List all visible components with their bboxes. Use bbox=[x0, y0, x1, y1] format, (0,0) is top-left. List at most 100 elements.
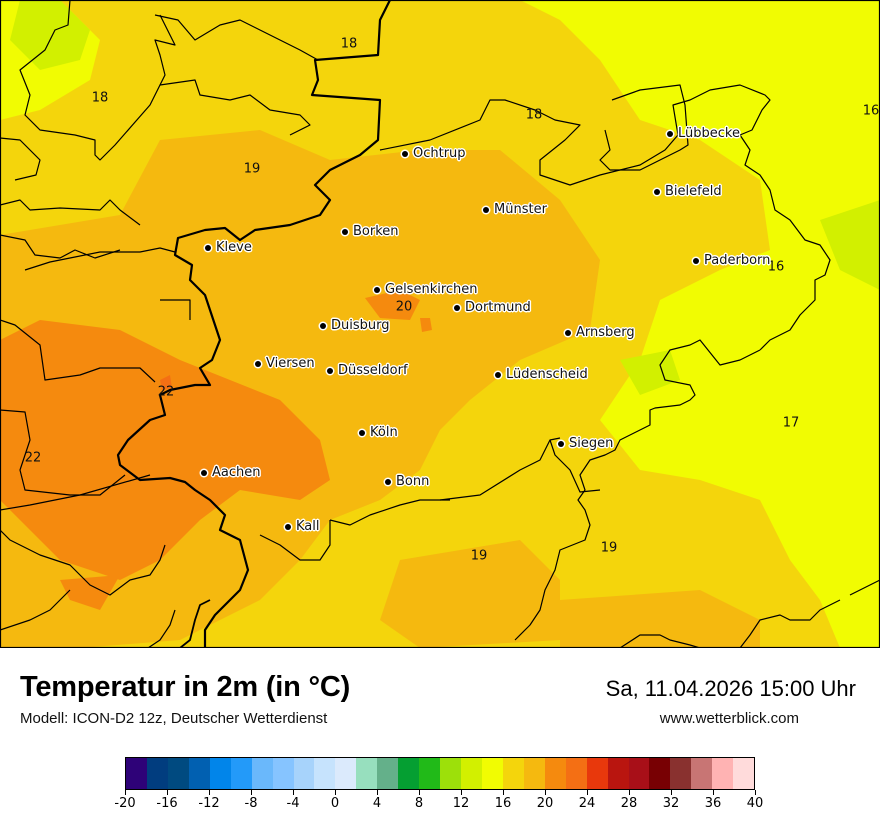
contour-label: 16 bbox=[767, 259, 785, 275]
colorbar-segment bbox=[272, 758, 294, 789]
city-marker-borken: Borken bbox=[342, 224, 399, 239]
contour-label: 22 bbox=[157, 384, 175, 400]
city-label: Siegen bbox=[569, 436, 614, 451]
website-link[interactable]: www.wetterblick.com bbox=[659, 710, 799, 727]
city-dot-icon bbox=[327, 367, 333, 374]
contour-label: 19 bbox=[600, 540, 618, 556]
city-label: Ochtrup bbox=[413, 146, 466, 161]
map-footer: Temperatur in 2m (in °C) Modell: ICON-D2… bbox=[0, 648, 880, 830]
city-label: Arnsberg bbox=[576, 325, 635, 340]
colorbar-segment bbox=[544, 758, 566, 789]
city-marker-dortmund: Dortmund bbox=[454, 300, 531, 315]
colorbar-segment bbox=[126, 758, 147, 789]
city-label: Lüdenscheid bbox=[506, 367, 588, 382]
city-marker-luedenscheid: Lüdenscheid bbox=[495, 367, 588, 382]
contour-label: 16 bbox=[862, 103, 880, 119]
colorbar-segment bbox=[419, 758, 441, 789]
city-dot-icon bbox=[342, 228, 348, 235]
colorbar-segment bbox=[586, 758, 608, 789]
contour-label: 19 bbox=[243, 161, 261, 177]
city-dot-icon bbox=[654, 188, 660, 195]
city-label: Dortmund bbox=[465, 300, 531, 315]
city-marker-ochtrup: Ochtrup bbox=[402, 146, 466, 161]
tick-label: 40 bbox=[746, 796, 764, 811]
tick-label: 32 bbox=[662, 796, 680, 811]
colorbar-segment bbox=[293, 758, 315, 789]
city-dot-icon bbox=[255, 360, 261, 367]
tick-mark bbox=[754, 790, 756, 795]
colorbar-segment bbox=[230, 758, 252, 789]
colorbar-segment bbox=[670, 758, 692, 789]
tick-label: 24 bbox=[578, 796, 596, 811]
city-dot-icon bbox=[483, 206, 489, 213]
colorbar-segment bbox=[377, 758, 399, 789]
city-marker-muenster: Münster bbox=[483, 202, 547, 217]
contour-label: 22 bbox=[24, 450, 42, 466]
tick-mark bbox=[418, 790, 420, 795]
city-dot-icon bbox=[495, 371, 501, 378]
colorbar-segment bbox=[335, 758, 357, 789]
tick-mark bbox=[208, 790, 210, 795]
temperature-colorbar bbox=[125, 757, 755, 790]
contour-label: 18 bbox=[525, 107, 543, 123]
colorbar-segment bbox=[481, 758, 503, 789]
city-dot-icon bbox=[285, 523, 291, 530]
city-dot-icon bbox=[565, 329, 571, 336]
colorbar-segment bbox=[146, 758, 168, 789]
colorbar-segment bbox=[565, 758, 587, 789]
city-marker-siegen: Siegen bbox=[558, 436, 613, 451]
colorbar-segment bbox=[356, 758, 378, 789]
tick-label: 4 bbox=[372, 796, 382, 811]
contour-label: 20 bbox=[395, 299, 413, 315]
tick-label: -12 bbox=[198, 796, 220, 811]
city-label: Münster bbox=[494, 202, 547, 217]
colorbar-segment bbox=[167, 758, 189, 789]
tick-mark bbox=[628, 790, 630, 795]
tick-mark bbox=[544, 790, 546, 795]
tick-label: -4 bbox=[286, 796, 300, 811]
colorbar-segment bbox=[461, 758, 482, 789]
map-title: Temperatur in 2m (in °C) bbox=[20, 671, 351, 703]
city-label: Düsseldorf bbox=[338, 363, 408, 378]
temperature-map: 18 18 18 16 19 16 20 22 22 17 19 19 Ocht… bbox=[0, 0, 880, 648]
city-marker-koeln: Köln bbox=[359, 425, 398, 440]
colorbar-segment bbox=[649, 758, 671, 789]
city-dot-icon bbox=[454, 304, 460, 311]
tick-mark bbox=[292, 790, 294, 795]
city-label: Borken bbox=[353, 224, 399, 239]
colorbar-segment bbox=[523, 758, 545, 789]
city-marker-duesseldorf: Düsseldorf bbox=[327, 363, 408, 378]
city-marker-duisburg: Duisburg bbox=[320, 318, 390, 333]
city-dot-icon bbox=[385, 478, 391, 485]
contour-label: 19 bbox=[470, 548, 488, 564]
contour-label: 18 bbox=[340, 36, 358, 52]
city-label: Aachen bbox=[212, 465, 261, 480]
tick-label: 28 bbox=[620, 796, 638, 811]
city-marker-viersen: Viersen bbox=[255, 356, 315, 371]
tick-label: -20 bbox=[114, 796, 136, 811]
city-label: Duisburg bbox=[331, 318, 390, 333]
city-label: Köln bbox=[370, 425, 398, 440]
tick-mark bbox=[376, 790, 378, 795]
city-marker-aachen: Aachen bbox=[201, 465, 260, 480]
tick-label: 8 bbox=[414, 796, 424, 811]
tick-label: 36 bbox=[704, 796, 722, 811]
city-marker-luebbecke: Lübbecke bbox=[667, 126, 740, 141]
city-marker-arnsberg: Arnsberg bbox=[565, 325, 635, 340]
city-dot-icon bbox=[402, 150, 408, 157]
valid-datetime: Sa, 11.04.2026 15:00 Uhr bbox=[605, 676, 856, 701]
contour-label: 18 bbox=[91, 90, 109, 106]
city-dot-icon bbox=[201, 469, 207, 476]
colorbar-segment bbox=[251, 758, 273, 789]
city-marker-gelsenkirchen: Gelsenkirchen bbox=[374, 282, 478, 297]
city-label: Lübbecke bbox=[678, 126, 740, 141]
tick-mark bbox=[334, 790, 336, 795]
city-marker-bielefeld: Bielefeld bbox=[654, 184, 722, 199]
city-label: Paderborn bbox=[704, 253, 771, 268]
colorbar-segment bbox=[712, 758, 734, 789]
city-marker-bonn: Bonn bbox=[385, 474, 429, 489]
tick-label: 12 bbox=[452, 796, 470, 811]
tick-mark bbox=[166, 790, 168, 795]
tick-mark bbox=[670, 790, 672, 795]
colorbar-segment bbox=[691, 758, 713, 789]
